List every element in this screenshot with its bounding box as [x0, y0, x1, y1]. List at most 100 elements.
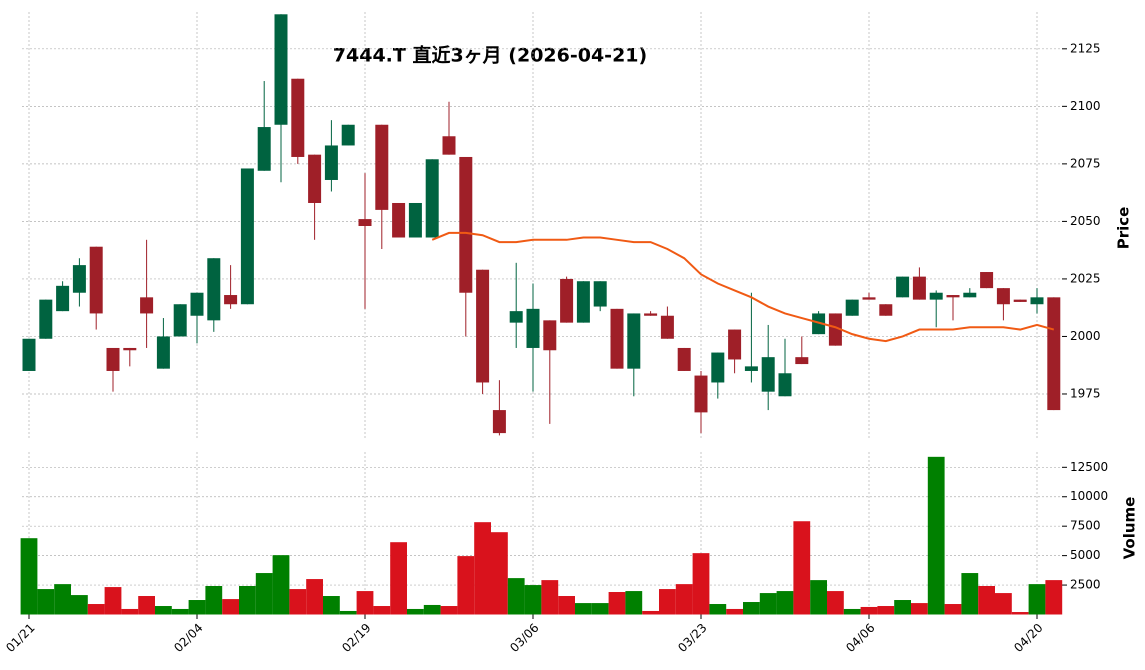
volume-bar — [608, 592, 626, 615]
y-tick-label: 5000 — [1070, 548, 1101, 562]
volume-bar — [255, 573, 273, 615]
candle-body — [224, 295, 238, 305]
x-tick-label: 04/06 — [843, 621, 877, 655]
volume-bar — [575, 603, 592, 615]
volume-bar — [625, 591, 643, 615]
candle-body — [509, 311, 523, 323]
candle-body — [845, 299, 859, 316]
volume-bar — [810, 580, 827, 615]
volume-bar — [20, 538, 38, 615]
candle-body — [711, 352, 725, 383]
volume-bar — [843, 608, 861, 615]
volume-bar — [692, 553, 710, 615]
x-tick-label: 01/21 — [3, 621, 37, 655]
moving-average-line — [431, 231, 1055, 343]
volume-bar — [222, 599, 239, 615]
y-tick-label: 2100 — [1070, 99, 1101, 113]
candle-body — [140, 297, 154, 314]
y-tick-label: 2075 — [1070, 156, 1101, 170]
candle-body — [408, 202, 422, 238]
y-tick-label: 1975 — [1070, 386, 1101, 400]
candle-body — [879, 304, 893, 316]
candle-body — [694, 375, 708, 413]
candle-body — [627, 313, 641, 369]
x-tick-label: 02/19 — [339, 621, 373, 655]
candle-body — [610, 308, 624, 369]
volume-bar — [71, 595, 88, 615]
volume-bar — [911, 603, 928, 615]
y-tick-label: 2025 — [1070, 271, 1101, 285]
candle-body — [274, 14, 288, 125]
volume-bar — [54, 584, 71, 615]
y-tick-label: 7500 — [1070, 519, 1101, 533]
x-tick-label: 04/20 — [1011, 621, 1045, 655]
candle-body — [392, 202, 406, 238]
candle-body — [644, 313, 658, 316]
volume-bar — [339, 610, 357, 615]
candle-body — [593, 281, 607, 307]
volume-bar — [205, 586, 223, 615]
candle-body — [526, 308, 540, 348]
candle-body — [677, 347, 691, 371]
candle-body — [190, 292, 204, 316]
candle-body — [896, 276, 910, 298]
volume-bar — [591, 603, 609, 615]
candle-body — [106, 347, 120, 371]
candle-body — [375, 124, 389, 210]
candle-body — [341, 124, 355, 146]
candle-body — [1030, 297, 1044, 305]
candle-body — [442, 136, 456, 155]
volume-bar — [323, 596, 340, 615]
candle-body — [173, 304, 187, 337]
volume-bar — [239, 586, 256, 615]
candle-body — [996, 288, 1010, 305]
volume-bar — [306, 579, 323, 615]
x-tick-label: 03/06 — [507, 621, 541, 655]
candle-body — [72, 265, 86, 293]
candle-body — [862, 297, 876, 300]
candle-body — [492, 410, 506, 434]
y-tick-label: 2500 — [1070, 578, 1101, 592]
volume-bar — [978, 586, 995, 615]
candle-body — [778, 373, 792, 397]
volume-bar — [961, 573, 979, 615]
volume-bar — [104, 587, 122, 615]
candle-body — [812, 313, 826, 335]
y-tick-label: 2125 — [1070, 41, 1101, 55]
volume-bar — [440, 606, 458, 615]
candle-body — [1047, 297, 1061, 411]
candle-body — [56, 285, 70, 312]
candle-body — [744, 366, 758, 371]
volume-bar — [642, 610, 659, 615]
candle-body — [576, 281, 590, 323]
y-axis-label: Price — [1115, 207, 1133, 250]
candle-body — [660, 315, 674, 339]
volume-bar — [827, 591, 844, 615]
volume-bar — [541, 580, 559, 615]
volume-bar — [877, 606, 895, 615]
candle-body — [425, 159, 439, 238]
volume-bar — [558, 596, 575, 615]
volume-bar — [457, 556, 475, 615]
candle-body — [929, 292, 943, 300]
volume-bar — [407, 608, 424, 615]
candle-body — [459, 156, 473, 293]
volume-bar — [524, 585, 542, 615]
volume-bar — [171, 608, 189, 615]
volume-bar — [726, 608, 743, 615]
volume-bar — [138, 596, 155, 615]
volume-bar — [423, 604, 441, 615]
volume-bar — [356, 591, 374, 615]
volume-bar — [659, 589, 676, 615]
y-tick-label: 12500 — [1070, 460, 1108, 474]
volume-bar — [474, 522, 491, 615]
candle-body — [291, 78, 305, 157]
candle-body — [728, 329, 742, 360]
volume-bar — [121, 608, 139, 615]
candle-body — [308, 154, 322, 203]
volume-bar — [1011, 612, 1029, 615]
candle-body — [358, 219, 372, 226]
y-tick-label: 10000 — [1070, 489, 1108, 503]
volume-bar — [1045, 580, 1063, 615]
